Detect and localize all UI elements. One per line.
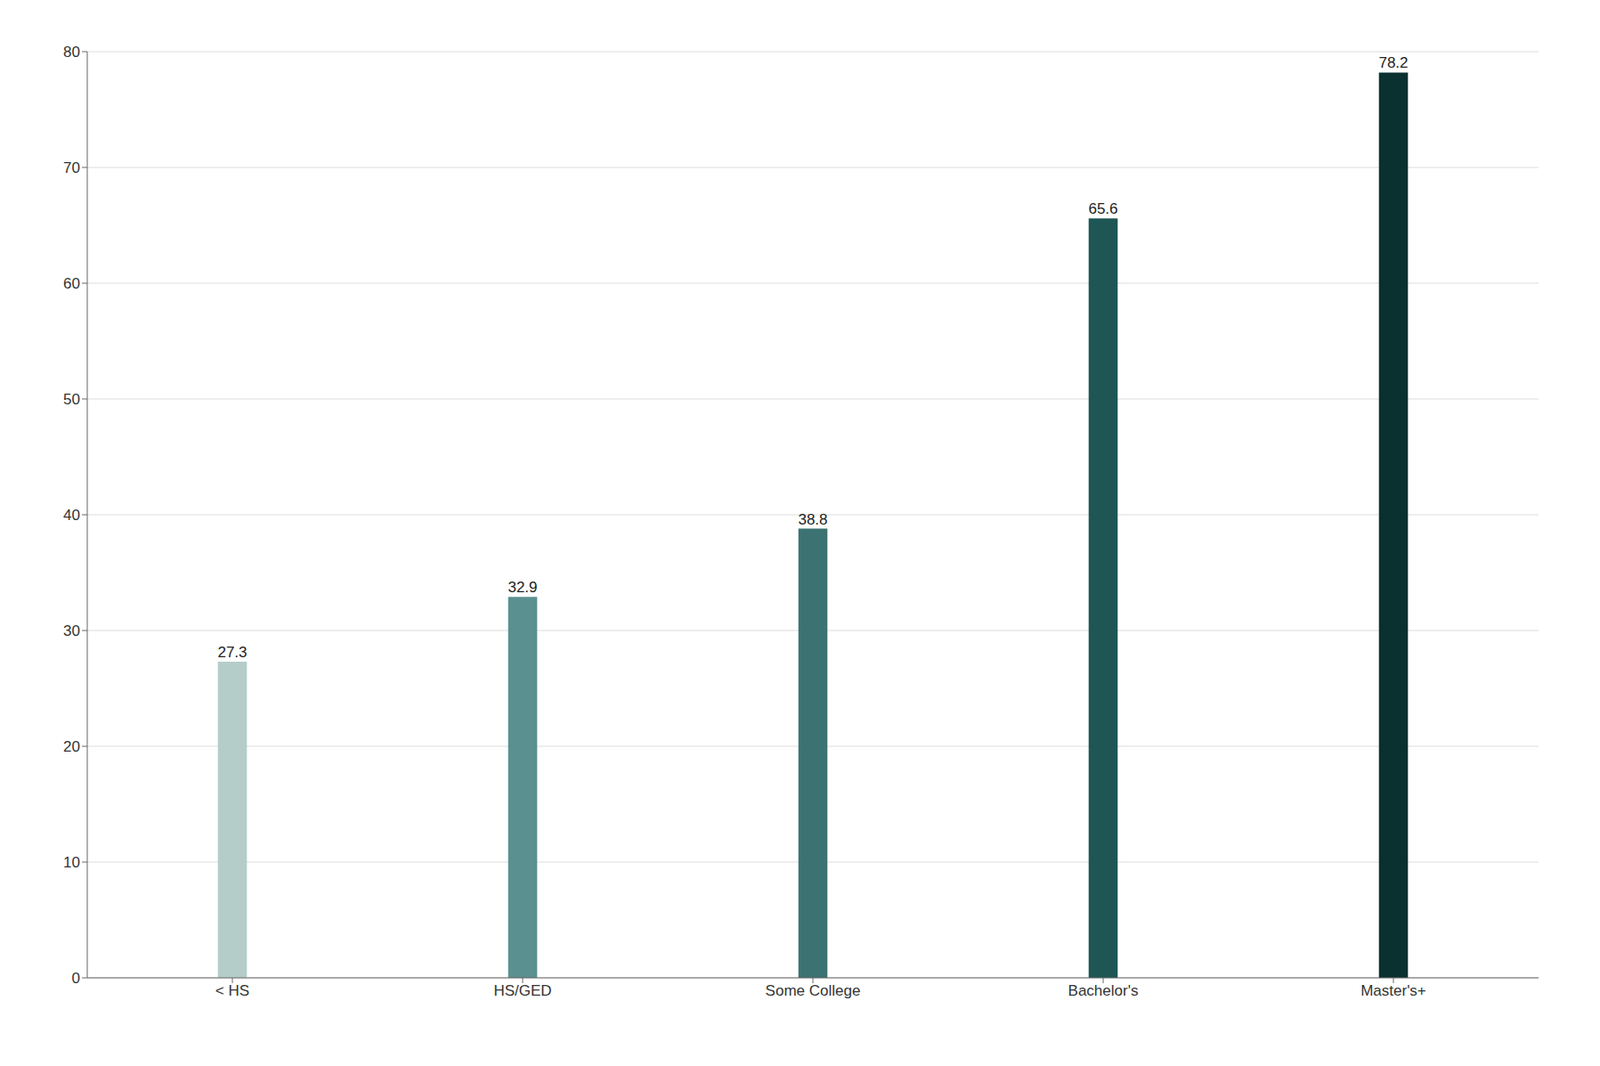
svg-text:0: 0 xyxy=(72,969,81,987)
svg-text:Some College: Some College xyxy=(765,982,861,999)
svg-text:32.9: 32.9 xyxy=(507,578,537,596)
svg-text:30: 30 xyxy=(63,622,81,640)
svg-text:78.2: 78.2 xyxy=(1378,54,1408,72)
svg-text:Bachelor's: Bachelor's xyxy=(1068,982,1139,999)
svg-text:HS/GED: HS/GED xyxy=(493,982,552,999)
svg-text:60: 60 xyxy=(63,275,81,293)
svg-text:65.6: 65.6 xyxy=(1088,200,1118,218)
svg-text:Master's+: Master's+ xyxy=(1360,982,1427,999)
svg-text:50: 50 xyxy=(63,390,81,408)
svg-text:20: 20 xyxy=(63,738,81,756)
svg-text:38.8: 38.8 xyxy=(797,511,828,528)
svg-text:80: 80 xyxy=(63,43,81,61)
svg-text:< HS: < HS xyxy=(215,982,250,999)
svg-text:27.3: 27.3 xyxy=(217,643,247,661)
svg-text:10: 10 xyxy=(63,853,81,871)
svg-text:40: 40 xyxy=(63,506,81,524)
svg-text:70: 70 xyxy=(63,159,81,177)
